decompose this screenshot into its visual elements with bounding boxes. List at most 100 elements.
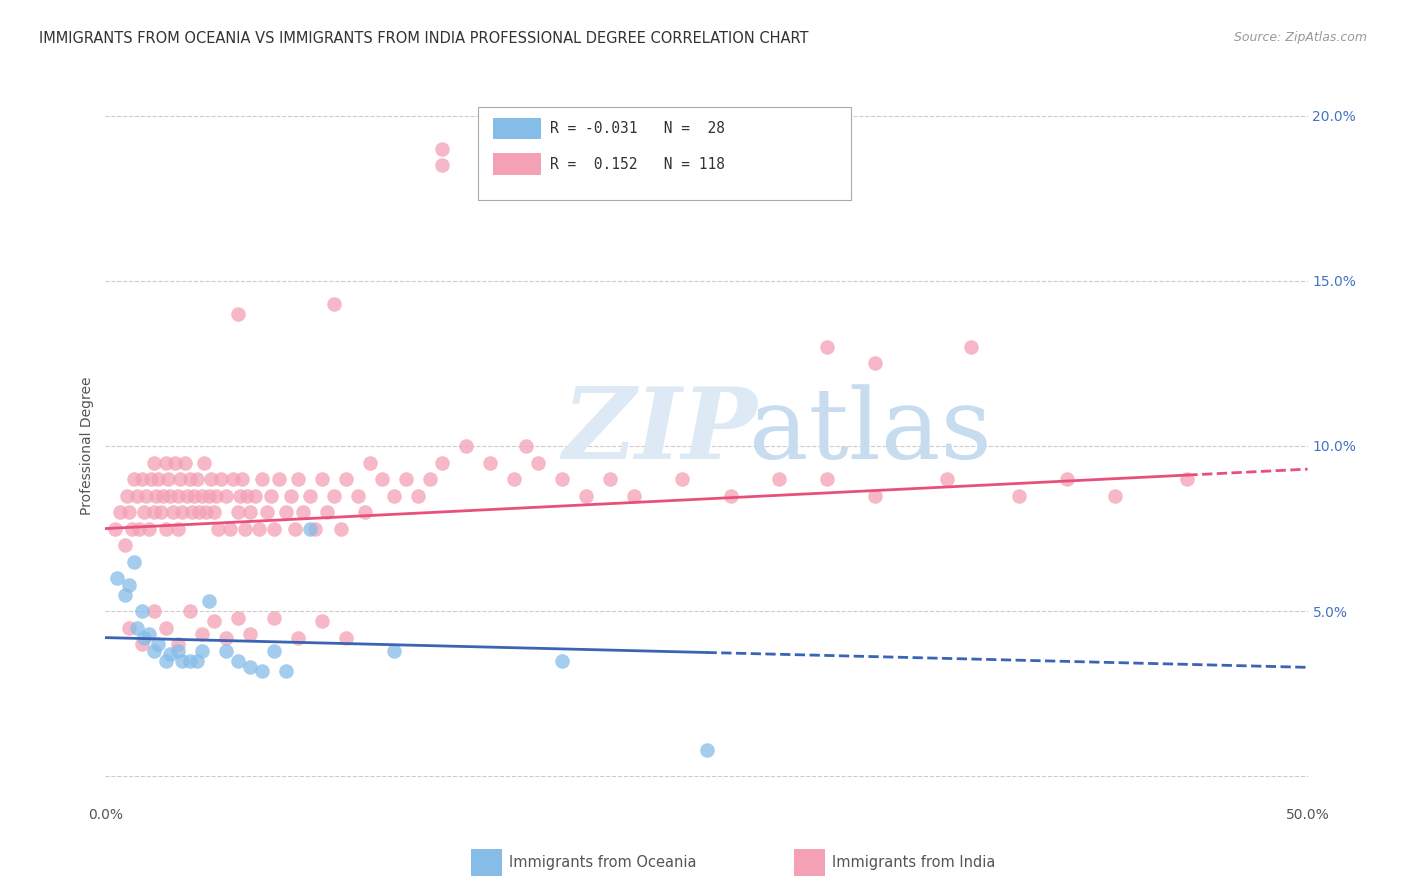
Point <box>173 456 195 470</box>
Point <box>142 505 165 519</box>
Point <box>243 489 266 503</box>
Point <box>454 439 477 453</box>
Point <box>159 489 181 503</box>
Point <box>148 637 170 651</box>
Point <box>131 472 153 486</box>
Point <box>155 522 177 536</box>
Point <box>104 522 127 536</box>
Point <box>198 489 221 503</box>
Point <box>239 627 262 641</box>
Point <box>169 472 191 486</box>
Point <box>960 340 983 354</box>
Point <box>382 644 405 658</box>
Point <box>179 604 201 618</box>
Point <box>226 654 249 668</box>
Point <box>406 489 429 503</box>
Point <box>575 489 598 503</box>
Point <box>815 340 838 354</box>
Point <box>322 489 344 503</box>
Y-axis label: Professional Degree: Professional Degree <box>80 376 94 516</box>
Point <box>260 489 283 503</box>
Point <box>172 505 194 519</box>
Point <box>128 522 150 536</box>
Point <box>720 489 742 503</box>
Point <box>250 472 273 486</box>
Point <box>207 522 229 536</box>
Point <box>247 522 270 536</box>
Point <box>183 489 205 503</box>
Point <box>155 456 177 470</box>
Point <box>142 456 165 470</box>
Point <box>322 297 344 311</box>
Point <box>181 505 204 519</box>
Point <box>190 489 212 503</box>
Point <box>114 588 136 602</box>
Point <box>195 505 218 519</box>
Point <box>382 489 405 503</box>
Text: IMMIGRANTS FROM OCEANIA VS IMMIGRANTS FROM INDIA PROFESSIONAL DEGREE CORRELATION: IMMIGRANTS FROM OCEANIA VS IMMIGRANTS FR… <box>39 31 808 46</box>
Point <box>239 505 262 519</box>
Point <box>671 472 693 486</box>
Point <box>125 489 148 503</box>
Point <box>863 489 886 503</box>
Point <box>229 489 252 503</box>
Point <box>131 637 153 651</box>
Point <box>551 654 574 668</box>
Point <box>132 631 155 645</box>
Point <box>148 472 170 486</box>
Point <box>188 505 211 519</box>
Point <box>125 621 148 635</box>
Point <box>179 472 201 486</box>
Point <box>226 307 249 321</box>
Point <box>250 664 273 678</box>
Point <box>202 614 225 628</box>
Point <box>815 472 838 486</box>
Point <box>599 472 621 486</box>
Point <box>233 522 256 536</box>
Text: R =  0.152   N = 118: R = 0.152 N = 118 <box>550 157 725 171</box>
Point <box>115 489 138 503</box>
Point <box>139 472 162 486</box>
Point <box>479 456 502 470</box>
Point <box>236 489 259 503</box>
Point <box>179 654 201 668</box>
Point <box>165 456 187 470</box>
Point <box>239 660 262 674</box>
Point <box>287 472 309 486</box>
Point <box>114 538 136 552</box>
Point <box>263 611 285 625</box>
Point <box>359 456 381 470</box>
Point <box>155 654 177 668</box>
Point <box>132 505 155 519</box>
Point <box>138 522 160 536</box>
Point <box>298 522 321 536</box>
Point <box>166 644 188 658</box>
Point <box>135 489 157 503</box>
Point <box>335 631 357 645</box>
Point <box>430 158 453 172</box>
Point <box>142 644 165 658</box>
Point <box>156 472 179 486</box>
Point <box>419 472 441 486</box>
Point <box>231 472 253 486</box>
Point <box>226 505 249 519</box>
Text: Immigrants from India: Immigrants from India <box>832 855 995 870</box>
Point <box>274 505 297 519</box>
Point <box>138 627 160 641</box>
Point <box>166 522 188 536</box>
Point <box>551 472 574 486</box>
Point <box>222 472 245 486</box>
Point <box>330 522 353 536</box>
Point <box>515 439 537 453</box>
Point <box>152 489 174 503</box>
Point <box>118 578 141 592</box>
Point <box>347 489 370 503</box>
Bar <box>492 153 541 175</box>
Point <box>108 505 131 519</box>
Point <box>124 555 146 569</box>
Point <box>267 472 290 486</box>
Point <box>193 456 215 470</box>
Point <box>200 472 222 486</box>
Point <box>696 743 718 757</box>
Text: R = -0.031   N =  28: R = -0.031 N = 28 <box>550 121 725 136</box>
